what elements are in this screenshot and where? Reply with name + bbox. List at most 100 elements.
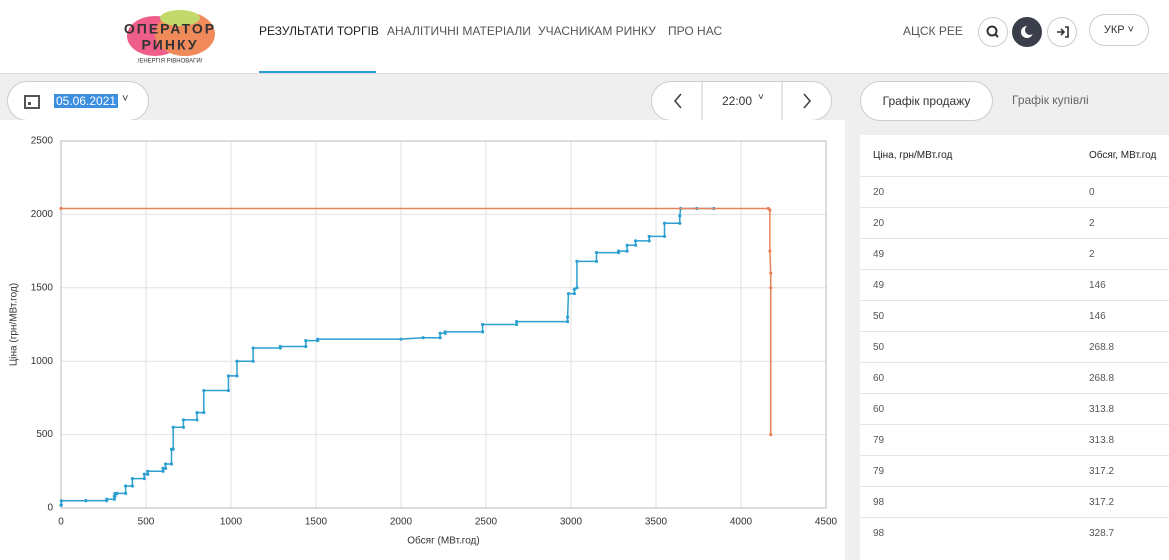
nav-link[interactable]: АНАЛІТИЧНІ МАТЕРІАЛИ [387,24,531,38]
y-tick-label: 0 [47,503,53,514]
data-point [115,491,119,495]
logo[interactable]: ОПЕРАТОР РИНКУ /ЕНЕРГІЯ РІВНОВАГИ/ [120,8,220,68]
table-cell: 317.2 [1089,497,1115,508]
series-line [60,207,714,506]
column-header: Ціна, грн/МВт.год [873,150,953,161]
table-cell: 60 [873,373,885,384]
y-tick-label: 2500 [31,136,54,147]
logo-line: ОПЕРАТОР [124,21,216,37]
data-point [161,466,165,470]
table-cell: 268.8 [1089,342,1115,353]
data-point [647,234,651,239]
x-tick-label: 2500 [475,517,498,528]
search-button[interactable] [978,17,1008,47]
nav-link[interactable]: УЧАСНИКАМ РИНКУ [538,24,656,38]
table-cell: 313.8 [1089,404,1115,415]
x-axis-title: Обсяг (МВт.год) [407,535,479,547]
nav-link[interactable]: АЦСК РЕЕ [903,24,963,38]
login-button[interactable] [1047,17,1077,47]
table-cell: 49 [873,249,885,260]
data-point [304,339,308,343]
nav-link[interactable]: ПРО НАС [668,24,723,38]
data-point [195,410,199,415]
chart: 0 500 1000 1500 2000 2500 0 500 1000 1500 2000 2500… [0,120,845,560]
data-point [594,259,599,263]
table-row: 79 313.8 [860,424,1169,456]
data-point [515,322,519,327]
data-point [617,249,621,253]
table: Ціна, грн/МВт.год Обсяг, МВт.год 20 0 20 2 49 2… [860,135,1169,560]
data-point [575,259,579,263]
time: 22:00 [722,94,753,108]
date: 05.06.2021 [54,94,119,108]
table-row: 49 2 [860,238,1169,270]
x-tick-label: 4000 [730,517,753,528]
theme-button[interactable] [1012,17,1042,47]
data-point [678,221,682,225]
logo-line: РИНКУ [141,37,198,53]
date-picker[interactable]: 05.06.2021 ˅ [7,81,149,121]
data-point [163,462,168,466]
table-cell: 50 [873,342,885,353]
data-point [625,243,629,247]
y-axis-title: Ціна (грн/МВт.год) [9,283,20,366]
data-point [142,472,146,476]
tab[interactable]: Графік купівлі [1012,93,1089,107]
data-point [438,331,442,335]
data-point [769,433,773,437]
y-tick-label: 1000 [31,356,54,367]
table-row: 20 2 [860,207,1169,239]
data-point [304,344,308,349]
data-point [169,462,174,466]
data-point [112,497,116,501]
x-tick-label: 3000 [560,517,583,528]
table-cell: 268.8 [1089,373,1115,384]
table-row: 60 313.8 [860,393,1169,425]
x-tick-label: 500 [138,517,155,528]
data-point [634,243,638,247]
language: УКР [1103,24,1125,36]
data-point [566,292,571,296]
data-point [130,484,134,488]
nav-link[interactable]: РЕЗУЛЬТАТИ ТОРГІВ [259,24,379,38]
table-cell: 79 [873,435,885,446]
table-row: 49 146 [860,269,1169,301]
data-point [421,336,425,340]
language-select[interactable]: УКР ˅ [1089,14,1149,46]
table-header: Ціна, грн/МВт.год Обсяг, МВт.год [860,135,1169,177]
data-point [572,292,577,296]
data-point [226,388,231,393]
table-row: 60 268.8 [860,362,1169,394]
table-cell: 98 [873,528,885,539]
data-point [202,410,206,415]
data-point [130,477,134,481]
table-cell: 20 [873,218,885,229]
data-point [235,374,239,378]
table-cell: 2 [1089,218,1095,229]
data-point [625,249,629,253]
table-row: 50 268.8 [860,331,1169,363]
data-point [575,286,579,290]
time-picker[interactable]: 22:00 ˅ [651,81,832,121]
tab[interactable]: Графік продажу [860,81,993,121]
data-point [662,234,667,239]
plot-border [60,140,827,509]
data-point [251,346,255,350]
x-tick-label: 3500 [645,517,668,528]
data-point [235,359,239,363]
data-point [163,466,168,470]
table-cell: 146 [1089,311,1106,322]
data-point [202,388,206,393]
data-point [515,319,519,324]
series-line [61,207,772,435]
data-point [59,499,63,503]
data-point [251,359,255,363]
table-cell: 146 [1089,280,1106,291]
data-point [678,214,682,218]
data-point [146,472,150,476]
data-point [768,208,772,212]
table-cell: 50 [873,311,885,322]
data-point [181,418,185,422]
table-cell: 0 [1089,187,1095,198]
table-cell: 49 [873,280,885,291]
